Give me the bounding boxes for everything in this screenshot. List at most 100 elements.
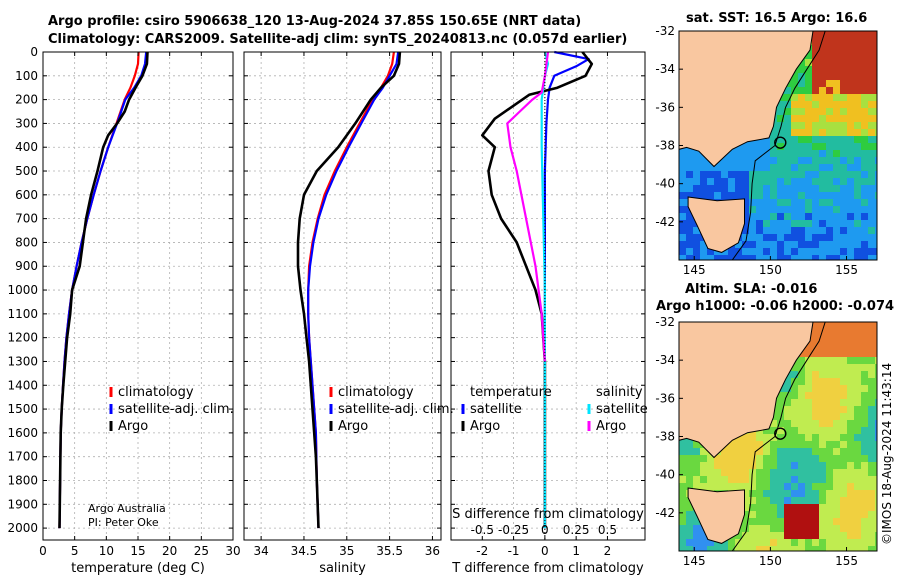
field-cell — [721, 185, 728, 192]
field-cell — [777, 427, 784, 434]
field-cell — [749, 525, 756, 532]
field-cell — [749, 199, 756, 206]
field-cell — [847, 122, 854, 129]
map-x-tick-label: 155 — [835, 554, 858, 568]
field-cell — [798, 115, 805, 122]
field-cell — [805, 150, 812, 157]
field-cell — [756, 171, 763, 178]
field-cell — [833, 59, 840, 66]
field-cell — [861, 185, 868, 192]
field-cell — [679, 462, 686, 469]
field-cell — [812, 206, 819, 213]
field-cell — [875, 143, 877, 150]
field-cell — [819, 546, 826, 551]
field-cell — [798, 490, 805, 497]
field-cell — [770, 192, 777, 199]
field-cell — [812, 532, 819, 539]
field-cell — [861, 59, 868, 66]
field-cell — [686, 455, 693, 462]
field-cell — [805, 227, 812, 234]
field-cell — [714, 483, 721, 490]
field-cell — [714, 192, 721, 199]
field-cell — [868, 518, 875, 525]
field-cell — [826, 441, 833, 448]
field-cell — [812, 462, 819, 469]
field-cell — [833, 87, 840, 94]
field-cell — [700, 539, 707, 546]
legend-entry: Argo — [596, 419, 626, 434]
field-cell — [763, 143, 770, 150]
field-cell — [693, 248, 700, 255]
field-cell — [721, 255, 728, 260]
field-cell — [875, 87, 877, 94]
field-cell — [812, 378, 819, 385]
field-cell — [875, 427, 877, 434]
field-cell — [777, 115, 784, 122]
field-cell — [763, 462, 770, 469]
field-cell — [868, 392, 875, 399]
field-cell — [763, 241, 770, 248]
field-cell — [777, 441, 784, 448]
legend-entry: Argo — [118, 419, 148, 434]
field-cell — [742, 490, 749, 497]
field-cell — [756, 518, 763, 525]
field-cell — [833, 94, 840, 101]
field-cell — [854, 94, 861, 101]
field-cell — [868, 122, 875, 129]
field-cell — [826, 518, 833, 525]
field-cell — [679, 511, 686, 518]
field-cell — [840, 336, 847, 343]
field-cell — [763, 248, 770, 255]
field-cell — [791, 129, 798, 136]
field-cell — [686, 255, 693, 260]
field-cell — [854, 378, 861, 385]
field-cell — [805, 157, 812, 164]
field-cell — [707, 476, 714, 483]
field-cell — [784, 241, 791, 248]
field-cell — [826, 539, 833, 546]
field-cell — [826, 413, 833, 420]
field-cell — [875, 157, 877, 164]
field-cell — [833, 420, 840, 427]
field-cell — [868, 539, 875, 546]
field-cell — [728, 248, 735, 255]
field-cell — [833, 220, 840, 227]
field-cell — [854, 546, 861, 551]
field-cell — [798, 178, 805, 185]
field-cell — [812, 73, 819, 80]
field-cell — [861, 66, 868, 73]
s-tick-label: -0.5 — [471, 523, 494, 537]
field-cell — [805, 420, 812, 427]
field-cell — [833, 539, 840, 546]
field-cell — [868, 455, 875, 462]
field-cell — [791, 420, 798, 427]
field-cell — [679, 157, 686, 164]
field-cell — [812, 490, 819, 497]
field-cell — [742, 185, 749, 192]
field-cell — [693, 469, 700, 476]
tasmania-land — [687, 487, 745, 544]
field-cell — [819, 192, 826, 199]
field-cell — [826, 504, 833, 511]
field-cell — [770, 525, 777, 532]
field-cell — [847, 136, 854, 143]
field-cell — [777, 392, 784, 399]
field-cell — [679, 504, 686, 511]
field-cell — [833, 164, 840, 171]
field-cell — [875, 255, 877, 260]
map-y-tick-label: -42 — [655, 215, 675, 229]
field-cell — [805, 511, 812, 518]
y-tick-label: 1400 — [7, 378, 38, 392]
y-tick-label: 800 — [15, 235, 38, 249]
field-cell — [735, 178, 742, 185]
map-y-tick-label: -42 — [655, 506, 675, 520]
field-cell — [791, 539, 798, 546]
field-cell — [805, 108, 812, 115]
field-cell — [826, 213, 833, 220]
field-cell — [679, 476, 686, 483]
field-cell — [770, 129, 777, 136]
field-cell — [777, 220, 784, 227]
field-cell — [854, 192, 861, 199]
field-cell — [763, 164, 770, 171]
field-cell — [791, 87, 798, 94]
